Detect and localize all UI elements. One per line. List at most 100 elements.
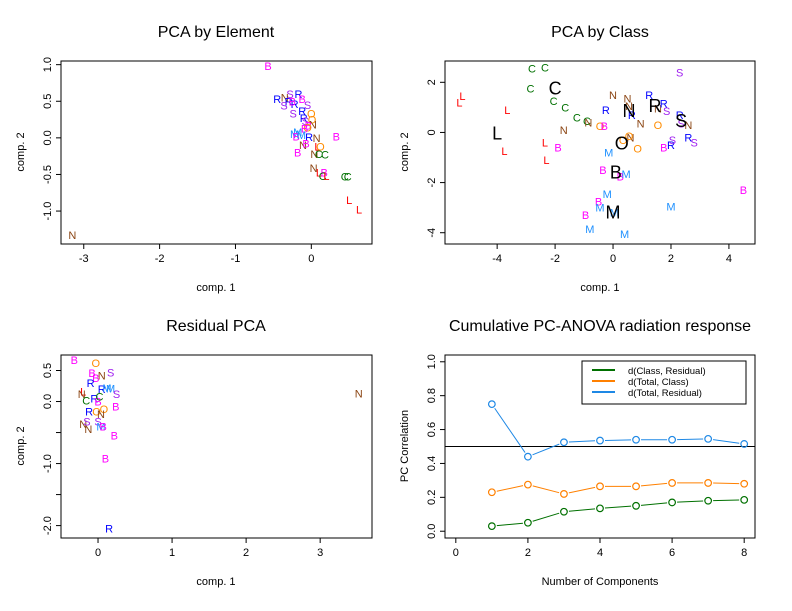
- y-tick-label: -1.0: [42, 202, 54, 221]
- legend-box: [581, 360, 747, 405]
- x-tick-label: 0: [610, 253, 616, 265]
- y-tick-label: 1.0: [426, 354, 438, 369]
- centroid-label-B: B: [610, 163, 622, 183]
- point-label-B: B: [582, 210, 589, 222]
- point-label-N: N: [78, 389, 86, 401]
- x-tick-label: 4: [597, 547, 603, 559]
- point-label-R: R: [660, 99, 668, 111]
- point-label-M: M: [585, 224, 594, 236]
- y-tick-label: 0.2: [426, 490, 438, 505]
- point-label-N: N: [309, 120, 317, 132]
- series-point: [524, 452, 532, 461]
- x-tick-label: 2: [243, 547, 249, 559]
- point-label-R: R: [90, 393, 98, 405]
- point-label-B: B: [100, 421, 107, 433]
- point-label-M: M: [102, 383, 111, 395]
- series-point: [704, 434, 713, 443]
- point-label-B: B: [595, 196, 602, 208]
- x-tick-label: -2: [550, 253, 560, 265]
- point-label-L: L: [504, 105, 510, 117]
- series-point: [524, 518, 532, 527]
- point-label-O: O: [100, 404, 109, 416]
- series-point: [596, 504, 604, 513]
- x-tick-label: 3: [317, 547, 323, 559]
- centroid-label-N: N: [622, 101, 635, 121]
- point-label-R: R: [676, 110, 684, 122]
- y-tick-label: -4: [426, 228, 438, 238]
- series-segment: [677, 500, 704, 503]
- x-ticks: -4 -2 0 2 4: [492, 244, 732, 265]
- point-label-S: S: [94, 416, 101, 428]
- series-segment: [496, 485, 524, 492]
- point-label-R: R: [98, 384, 106, 396]
- point-label-M: M: [106, 383, 115, 395]
- chart-title: Residual PCA: [166, 318, 266, 335]
- legend-entry: d(Class, Residual): [628, 366, 706, 377]
- point-label-N: N: [626, 132, 634, 144]
- point-label-L: L: [542, 137, 548, 149]
- point-label-N: N: [637, 119, 645, 131]
- point-label-R: R: [298, 106, 306, 118]
- point-label-R: R: [300, 113, 308, 125]
- point-label-O: O: [596, 121, 605, 133]
- point-label-L: L: [459, 91, 465, 103]
- point-label-S: S: [663, 106, 670, 118]
- point-label-C: C: [541, 62, 549, 74]
- x-tick-label: 6: [669, 547, 675, 559]
- point-label-N: N: [68, 230, 76, 242]
- point-label-B: B: [740, 185, 747, 197]
- point-label-C: C: [528, 64, 536, 76]
- series-segment: [568, 508, 596, 512]
- series-segment: [713, 439, 740, 444]
- x-tick-label: -2: [155, 253, 165, 265]
- series-point: [704, 479, 713, 487]
- series-point: [596, 482, 604, 491]
- series-point: [668, 479, 676, 487]
- point-label-N: N: [98, 370, 106, 382]
- x-tick-label: 8: [741, 547, 747, 559]
- x-tick-label: 2: [668, 253, 674, 265]
- point-label-N: N: [560, 125, 568, 137]
- point-label-C: C: [321, 150, 329, 162]
- point-label-N: N: [79, 419, 87, 431]
- point-label-N: N: [310, 163, 318, 175]
- point-label-C: C: [526, 84, 534, 96]
- point-label-N: N: [84, 424, 92, 436]
- x-tick-label: 0: [453, 547, 459, 559]
- series-segment: [568, 486, 596, 494]
- x-tick-label: -1: [231, 253, 241, 265]
- point-label-R: R: [85, 406, 93, 418]
- point-label-R: R: [285, 96, 293, 108]
- point-label-L: L: [323, 171, 329, 183]
- chart-title: Cumulative PC-ANOVA radiation response: [449, 318, 751, 335]
- centroid-label-S: S: [675, 111, 687, 131]
- y-axis-label: comp. 2: [15, 426, 27, 465]
- panel-cumulative-pc-anova: Cumulative PC-ANOVA radiation response N…: [399, 318, 756, 588]
- point-label-R: R: [87, 378, 95, 390]
- point-label-B: B: [601, 121, 608, 133]
- point-label-N: N: [313, 133, 321, 145]
- series-segment: [713, 499, 740, 502]
- x-ticks: 0 1 2 3: [95, 538, 323, 559]
- y-tick-label: 0.5: [42, 363, 54, 378]
- point-label-B: B: [289, 96, 296, 108]
- centroid-label-O: O: [615, 134, 629, 154]
- point-label-O: O: [92, 406, 101, 418]
- point-label-N: N: [310, 149, 318, 161]
- point-label-N: N: [584, 117, 592, 129]
- point-label-S: S: [669, 135, 676, 147]
- point-label-O: O: [625, 131, 634, 143]
- point-label-N: N: [625, 101, 633, 113]
- point-label-B: B: [333, 131, 340, 143]
- point-label-C: C: [341, 172, 349, 184]
- series-point: [487, 400, 496, 409]
- point-label-R: R: [273, 94, 281, 106]
- y-ticks: -1.0 -0.5 0.0 0.5 1.0: [42, 57, 61, 221]
- series-point: [668, 498, 676, 507]
- series-segment: [496, 522, 523, 527]
- point-label-C: C: [344, 172, 352, 184]
- point-label-S: S: [677, 119, 684, 131]
- x-tick-label: 4: [726, 253, 732, 265]
- point-label-N: N: [299, 140, 307, 152]
